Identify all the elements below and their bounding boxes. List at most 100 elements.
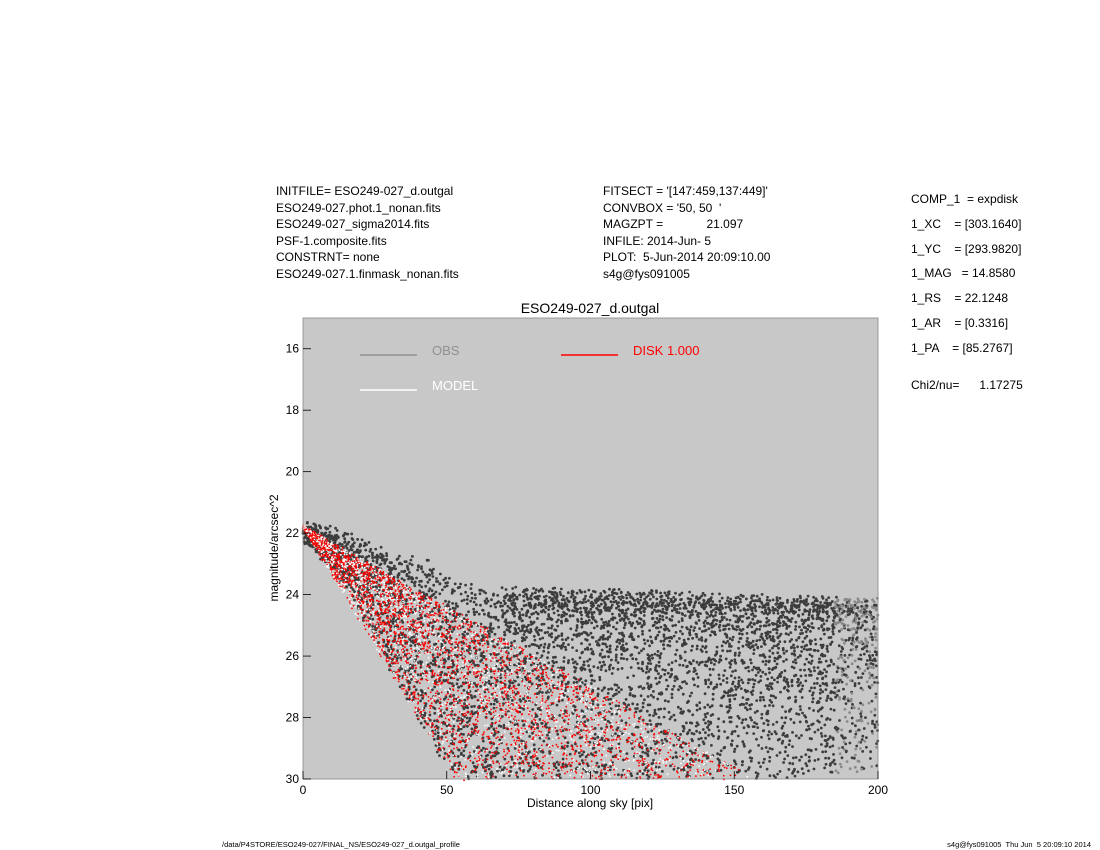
obs-point bbox=[561, 638, 564, 641]
obs-point bbox=[646, 662, 650, 665]
obs-point bbox=[694, 610, 698, 613]
obs-point bbox=[854, 732, 858, 736]
obs-point bbox=[617, 595, 621, 599]
obs-point bbox=[729, 607, 732, 611]
obs-point bbox=[620, 688, 623, 691]
obs-point bbox=[491, 754, 495, 758]
obs-point bbox=[639, 610, 643, 614]
obs-point bbox=[777, 646, 780, 650]
obs-point bbox=[725, 681, 729, 684]
obs-point bbox=[715, 603, 718, 607]
obs-point bbox=[461, 647, 464, 651]
obs-point bbox=[845, 720, 849, 723]
obs-point bbox=[492, 702, 496, 706]
obs-point bbox=[689, 625, 693, 629]
obs-point bbox=[439, 673, 442, 677]
obs-point bbox=[704, 715, 708, 719]
obs-point bbox=[587, 664, 590, 668]
obs-point bbox=[403, 569, 407, 573]
obs-point bbox=[800, 755, 803, 759]
obs-point bbox=[432, 606, 436, 610]
obs-point bbox=[768, 655, 772, 659]
obs-point bbox=[655, 682, 659, 686]
obs-point bbox=[783, 605, 787, 609]
obs-point bbox=[731, 602, 735, 606]
obs-point bbox=[466, 721, 469, 724]
obs-point bbox=[355, 550, 359, 554]
obs-point bbox=[778, 634, 782, 638]
obs-point bbox=[636, 597, 640, 601]
obs-point bbox=[686, 610, 690, 613]
obs-point bbox=[396, 573, 400, 577]
obs-point bbox=[816, 709, 820, 713]
obs-point bbox=[813, 669, 816, 673]
obs-point bbox=[667, 636, 671, 640]
obs-point bbox=[745, 632, 749, 635]
obs-point bbox=[818, 720, 821, 724]
obs-point bbox=[474, 603, 478, 607]
obs-point bbox=[712, 631, 716, 634]
obs-point bbox=[794, 734, 798, 738]
obs-point bbox=[767, 607, 770, 611]
mask-file-line: ESO249-027.1.finmask_nonan.fits bbox=[276, 266, 459, 281]
obs-point bbox=[631, 702, 635, 706]
obs-point bbox=[704, 645, 708, 648]
obs-point bbox=[788, 640, 792, 643]
obs-point bbox=[831, 691, 835, 694]
obs-point bbox=[781, 705, 784, 709]
obs-point bbox=[617, 690, 621, 694]
obs-point bbox=[588, 668, 592, 672]
obs-point bbox=[749, 707, 752, 711]
obs-point bbox=[854, 747, 858, 751]
obs-point bbox=[874, 695, 878, 699]
obs-point bbox=[860, 738, 864, 741]
obs-point bbox=[579, 729, 583, 732]
obs-point bbox=[522, 723, 526, 727]
obs-point bbox=[575, 626, 579, 629]
obs-point bbox=[707, 728, 711, 732]
obs-point bbox=[404, 560, 408, 564]
obs-point bbox=[817, 672, 821, 676]
obs-point bbox=[521, 770, 525, 773]
obs-point bbox=[808, 706, 811, 710]
obs-point bbox=[844, 742, 848, 746]
obs-point bbox=[547, 731, 551, 734]
obs-point bbox=[359, 543, 362, 546]
obs-point bbox=[783, 615, 787, 619]
obs-point bbox=[606, 606, 610, 609]
obs-point bbox=[812, 767, 816, 771]
obs-point bbox=[838, 607, 842, 610]
obs-point bbox=[560, 745, 564, 749]
obs-point bbox=[418, 589, 422, 593]
obs-point bbox=[833, 686, 837, 689]
obs-point bbox=[771, 704, 775, 708]
obs-point bbox=[638, 621, 642, 625]
obs-point bbox=[808, 610, 811, 613]
obs-point bbox=[346, 532, 350, 536]
obs-point bbox=[770, 676, 774, 679]
obs-point bbox=[783, 669, 787, 673]
obs-point bbox=[756, 646, 760, 650]
obs-point bbox=[657, 708, 661, 711]
obs-point bbox=[538, 662, 542, 665]
obs-point bbox=[726, 649, 729, 653]
obs-point bbox=[746, 681, 750, 685]
obs-point bbox=[447, 651, 451, 654]
obs-point bbox=[864, 637, 867, 640]
obs-point bbox=[860, 719, 864, 723]
obs-point bbox=[547, 661, 551, 665]
obs-point bbox=[783, 721, 787, 725]
obs-point bbox=[418, 583, 421, 587]
obs-point bbox=[497, 625, 500, 629]
obs-point bbox=[810, 737, 813, 741]
obs-point bbox=[804, 674, 808, 677]
obs-point bbox=[686, 765, 690, 769]
obs-point bbox=[525, 636, 528, 639]
obs-point bbox=[769, 694, 773, 698]
obs-point bbox=[641, 772, 645, 776]
obs-point bbox=[729, 674, 733, 678]
obs-point bbox=[665, 739, 669, 743]
obs-point bbox=[674, 751, 678, 754]
obs-point bbox=[551, 607, 555, 611]
